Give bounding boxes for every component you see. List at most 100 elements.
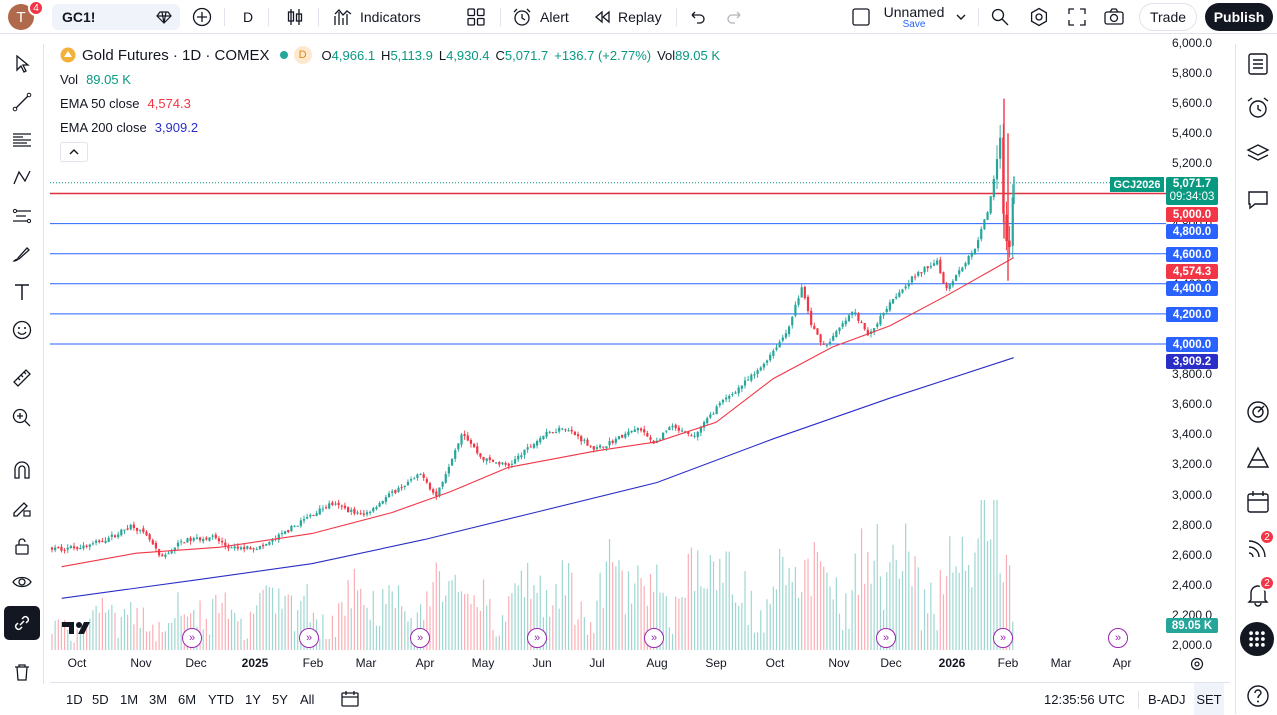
publish-button[interactable]: Publish — [1205, 3, 1273, 31]
tradingview-logo[interactable] — [62, 620, 94, 636]
ruler-tool[interactable] — [6, 362, 38, 394]
alerts-button[interactable] — [1242, 92, 1274, 124]
watchlist-button[interactable] — [1242, 48, 1274, 80]
brush-tool[interactable] — [6, 238, 38, 270]
range-button-5y[interactable]: 5Y — [272, 691, 288, 707]
session-toggle[interactable]: SET — [1194, 683, 1224, 715]
magnet-tool[interactable] — [6, 454, 38, 486]
range-button-3m[interactable]: 3M — [149, 691, 168, 707]
collapse-legend-button[interactable] — [60, 142, 88, 162]
vol-indicator-label[interactable]: Vol — [60, 71, 79, 87]
help-button[interactable] — [1242, 680, 1274, 712]
redo-button[interactable] — [726, 0, 744, 34]
lock-tool[interactable] — [6, 530, 38, 562]
pattern-tool[interactable] — [6, 162, 38, 194]
interval-button[interactable]: D — [243, 9, 254, 25]
trash-tool[interactable] — [6, 656, 38, 688]
range-button-all[interactable]: All — [300, 691, 315, 707]
zoom-tool[interactable] — [6, 402, 38, 434]
volume-bar — [479, 610, 481, 650]
candle-body — [324, 507, 328, 509]
candle-body — [901, 289, 904, 293]
calendar-button[interactable] — [1242, 486, 1274, 518]
symbol-search[interactable]: GC1! — [52, 4, 180, 30]
quick-search-button[interactable] — [990, 0, 1010, 34]
ideas-stream-button[interactable] — [1242, 532, 1274, 564]
diamond-icon[interactable] — [156, 9, 172, 25]
layouts-button[interactable] — [466, 0, 486, 34]
economic-event-marker[interactable]: » — [182, 628, 202, 648]
candle-body — [236, 546, 239, 549]
economic-event-marker[interactable]: » — [644, 628, 664, 648]
draw-mode-tool[interactable] — [6, 492, 38, 524]
compare-add-button[interactable] — [192, 0, 212, 34]
candle-body — [154, 542, 158, 549]
volume-bar — [964, 570, 967, 650]
volume-bar — [70, 640, 72, 650]
layout-checkbox[interactable] — [851, 0, 871, 34]
economic-event-marker[interactable]: » — [993, 628, 1013, 648]
forecast-tool[interactable] — [6, 200, 38, 232]
candle-body — [290, 525, 293, 532]
text-tool[interactable] — [6, 276, 38, 308]
economic-event-marker[interactable]: » — [527, 628, 547, 648]
range-button-1y[interactable]: 1Y — [245, 691, 261, 707]
cursor-tool[interactable] — [6, 48, 38, 80]
volume-bar — [234, 612, 236, 650]
indicators-button[interactable]: Indicators — [333, 0, 421, 34]
link-tool[interactable] — [4, 606, 40, 640]
layout-dropdown[interactable] — [954, 0, 968, 34]
volume-bar — [435, 562, 437, 650]
range-button-1d[interactable]: 1D — [66, 691, 83, 707]
delay-badge[interactable]: D — [293, 46, 312, 64]
technicals-button[interactable] — [1242, 396, 1274, 428]
snapshot-button[interactable] — [1103, 0, 1125, 34]
economic-event-marker[interactable]: » — [876, 628, 896, 648]
layout-name-button[interactable]: Unnamed Save — [884, 0, 945, 34]
settings-button[interactable] — [1029, 0, 1049, 34]
candle-body — [696, 431, 699, 437]
replay-button[interactable]: Replay — [592, 0, 662, 34]
ema50-label[interactable]: EMA 50 close — [60, 95, 140, 111]
range-button-5d[interactable]: 5D — [92, 691, 109, 707]
volume-bar — [505, 621, 507, 650]
range-button-ytd[interactable]: YTD — [208, 691, 234, 707]
economic-event-marker[interactable]: » — [1108, 628, 1128, 648]
chats-button[interactable] — [1242, 184, 1274, 216]
economic-event-marker[interactable]: » — [410, 628, 430, 648]
range-button-1m[interactable]: 1M — [120, 691, 139, 707]
trade-button[interactable]: Trade — [1139, 3, 1197, 31]
chart-type-button[interactable] — [285, 0, 305, 34]
goto-date-button[interactable] — [340, 683, 360, 715]
object-tree-button[interactable] — [1242, 138, 1274, 170]
screener-button[interactable] — [1242, 442, 1274, 474]
emoji-tool[interactable] — [6, 314, 38, 346]
candle-body — [113, 535, 117, 538]
symbol-title[interactable]: Gold Futures · 1D · COMEX — [82, 46, 270, 64]
candle-body — [397, 487, 400, 492]
ema200-label[interactable]: EMA 200 close — [60, 119, 147, 135]
ohlc-high-label: H — [381, 47, 391, 63]
visibility-tool[interactable] — [6, 566, 38, 598]
economic-event-marker[interactable]: » — [299, 628, 319, 648]
trend-line-tool[interactable] — [6, 86, 38, 118]
timezone-clock[interactable]: 12:35:56 UTC — [1044, 691, 1125, 707]
candle-body — [819, 334, 822, 343]
price-chart[interactable] — [0, 0, 1232, 682]
candle-body — [243, 547, 246, 550]
range-button-6m[interactable]: 6M — [178, 691, 197, 707]
fib-tool[interactable] — [6, 124, 38, 156]
candle-body — [662, 432, 665, 440]
candle-body — [781, 337, 784, 341]
volume-bar — [284, 595, 286, 650]
fullscreen-button[interactable] — [1067, 0, 1087, 34]
candle-body — [844, 320, 847, 325]
settings-scale-icon[interactable] — [1190, 657, 1204, 671]
candle-body — [674, 424, 677, 429]
undo-button[interactable] — [688, 0, 706, 34]
adjustment-toggle[interactable]: B-ADJ — [1148, 691, 1186, 707]
volume-bar — [489, 598, 491, 650]
alert-button[interactable]: Alert — [512, 0, 569, 34]
candle-body — [964, 263, 967, 267]
products-menu-button[interactable] — [1240, 622, 1274, 656]
